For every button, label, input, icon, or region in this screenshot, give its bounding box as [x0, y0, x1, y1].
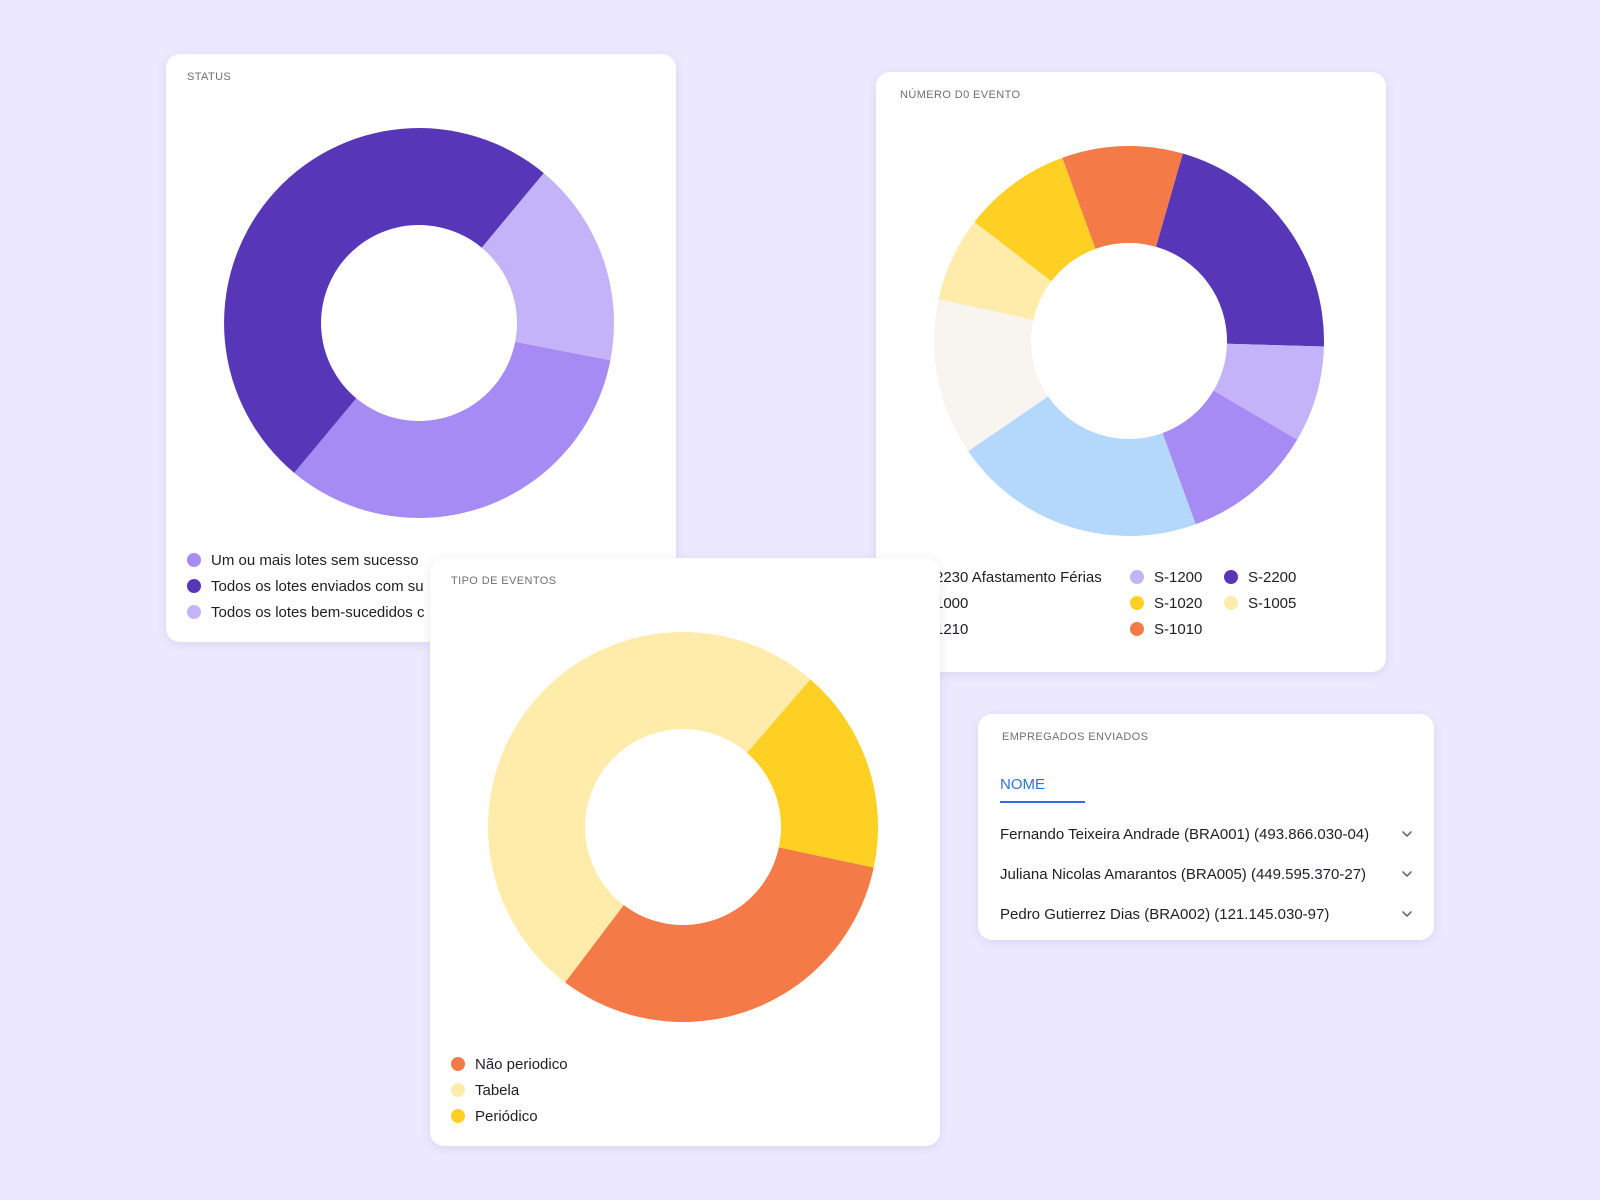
legend-label: S-1020	[1154, 594, 1203, 612]
legend-label: Tabela	[475, 1081, 520, 1099]
employee-name: Pedro Gutierrez Dias (BRA002) (121.145.0…	[1000, 905, 1330, 923]
legend-label: S-1010	[1154, 620, 1203, 638]
chevron-down-icon[interactable]	[1400, 827, 1414, 841]
status-slice-todos-os-lotes-enviados-com-sucesso	[224, 128, 544, 473]
list-item[interactable]: Fernando Teixeira Andrade (BRA001) (493.…	[978, 814, 1434, 854]
numero-evento-legend: S-2230 Afastamento Férias S-1200 S-2200 …	[896, 564, 1334, 642]
legend-item: Todos os lotes enviados com su	[187, 573, 424, 599]
legend-label: S-1005	[1248, 594, 1297, 612]
numero-slice-s-1200	[1213, 343, 1324, 440]
legend-dot	[451, 1057, 465, 1071]
legend-item: Não periodico	[451, 1051, 568, 1077]
numero-slice-s-1005	[938, 222, 1052, 320]
legend-dot	[1224, 570, 1238, 584]
numero-slice-s-1020	[974, 157, 1096, 282]
legend-label: Não periodico	[475, 1055, 568, 1073]
legend-item: S-1010	[1130, 616, 1224, 642]
legend-dot	[1224, 596, 1238, 610]
list-item[interactable]: Juliana Nicolas Amarantos (BRA005) (449.…	[978, 854, 1434, 894]
tipo-eventos-legend: Não periodico Tabela Periódico	[451, 1051, 568, 1129]
tipo-slice-n-o-periodico	[565, 847, 874, 1022]
legend-item: S-1020	[1130, 590, 1224, 616]
empregados-card-title: EMPREGADOS ENVIADOS	[1002, 731, 1149, 743]
legend-dot	[187, 605, 201, 619]
legend-dot	[451, 1083, 465, 1097]
chevron-down-icon[interactable]	[1400, 867, 1414, 881]
status-donut-chart	[224, 128, 614, 518]
legend-label: S-2230 Afastamento Férias	[920, 568, 1102, 586]
empregados-list: Fernando Teixeira Andrade (BRA001) (493.…	[978, 814, 1434, 934]
chevron-down-icon[interactable]	[1400, 907, 1414, 921]
legend-item: Tabela	[451, 1077, 568, 1103]
numero-slice-s-2200	[1156, 153, 1324, 347]
legend-label: Todos os lotes enviados com su	[211, 577, 424, 595]
legend-dot	[1130, 622, 1144, 636]
legend-item: Um ou mais lotes sem sucesso	[187, 547, 424, 573]
legend-label: Periódico	[475, 1107, 538, 1125]
legend-dot	[451, 1109, 465, 1123]
legend-item: S-1005	[1224, 590, 1334, 616]
legend-item: Periódico	[451, 1103, 568, 1129]
numero-slice-s-1010	[1062, 146, 1183, 249]
status-card: STATUS Um ou mais lotes sem sucesso Todo…	[166, 54, 676, 642]
numero-slice-s-1000	[968, 396, 1196, 536]
legend-item: S-2200	[1224, 564, 1334, 590]
legend-label: S-2200	[1248, 568, 1297, 586]
employee-name: Fernando Teixeira Andrade (BRA001) (493.…	[1000, 825, 1370, 843]
tab-nome[interactable]: NOME	[1000, 776, 1085, 803]
legend-dot	[1130, 596, 1144, 610]
employee-name: Juliana Nicolas Amarantos (BRA005) (449.…	[1000, 865, 1367, 883]
tipo-eventos-card: TIPO DE EVENTOS Não periodico Tabela Per…	[430, 558, 940, 1146]
status-slice-todos-os-lotes-bem-sucedidos-c	[481, 173, 614, 361]
status-legend: Um ou mais lotes sem sucesso Todos os lo…	[187, 547, 424, 625]
status-slice-um-ou-mais-lotes-sem-sucesso	[294, 341, 611, 518]
list-item[interactable]: Pedro Gutierrez Dias (BRA002) (121.145.0…	[978, 894, 1434, 934]
legend-item: Todos os lotes bem-sucedidos c	[187, 599, 424, 625]
legend-label: Todos os lotes bem-sucedidos c	[211, 603, 425, 621]
tipo-slice-tabela	[488, 632, 811, 983]
legend-dot	[1130, 570, 1144, 584]
numero-slice-s-2230-afastamento-f-rias	[1162, 390, 1298, 525]
numero-evento-card-title: NÚMERO D0 EVENTO	[900, 89, 1021, 101]
empregados-enviados-card: EMPREGADOS ENVIADOS NOME Fernando Teixei…	[978, 714, 1434, 940]
legend-item: S-1200	[1130, 564, 1224, 590]
tipo-eventos-donut-chart	[488, 632, 878, 1022]
tipo-slice-peri-dico	[747, 679, 878, 868]
status-card-title: STATUS	[187, 71, 232, 83]
legend-dot	[187, 579, 201, 593]
legend-label: Um ou mais lotes sem sucesso	[211, 551, 419, 569]
legend-label: S-1200	[1154, 568, 1203, 586]
numero-slice-s-1210	[934, 299, 1049, 452]
legend-dot	[187, 553, 201, 567]
numero-evento-card: NÚMERO D0 EVENTO S-2230 Afastamento Féri…	[876, 72, 1386, 672]
tipo-eventos-card-title: TIPO DE EVENTOS	[451, 575, 557, 587]
numero-evento-donut-chart	[934, 146, 1324, 536]
